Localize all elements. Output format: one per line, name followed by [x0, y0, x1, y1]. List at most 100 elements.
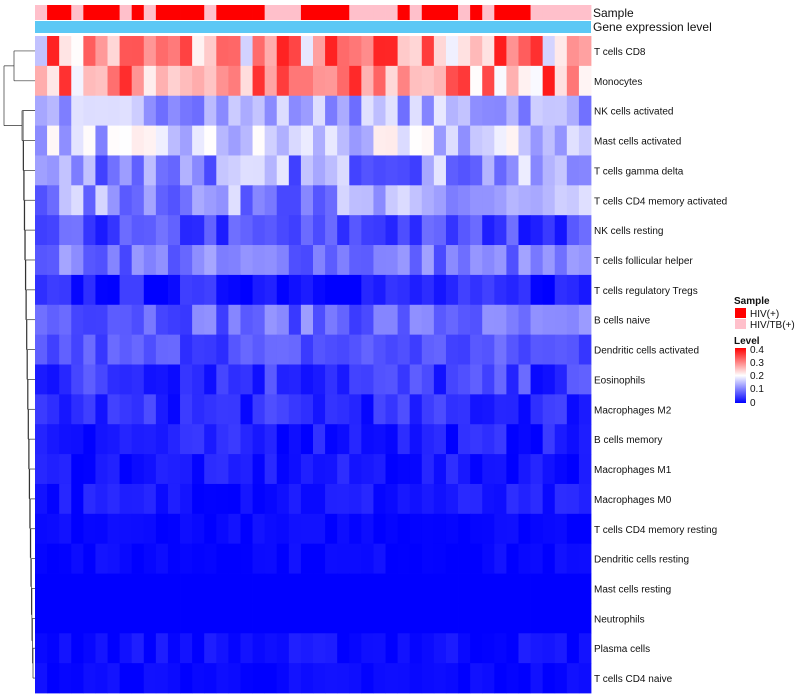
heatmap-cell	[506, 95, 519, 126]
heatmap-cell	[180, 364, 193, 395]
heatmap-cell	[252, 185, 266, 216]
heatmap-cell	[373, 603, 386, 634]
heatmap-cell	[276, 274, 290, 306]
heatmap-cell	[95, 245, 108, 276]
heatmap-cell	[385, 334, 399, 365]
heatmap-cell	[313, 36, 326, 67]
heatmap-cell	[216, 424, 229, 455]
heatmap-cell	[240, 65, 253, 97]
heatmap-cell	[325, 155, 338, 186]
heatmap-cell	[240, 424, 253, 455]
row-label: NK cells resting	[594, 226, 663, 237]
heatmap-cell	[240, 603, 253, 634]
heatmap-cell	[458, 215, 471, 246]
heatmap-cell	[458, 36, 471, 67]
row-label: Mast cells activated	[594, 137, 681, 148]
heatmap-cell	[349, 304, 362, 336]
heatmap-cell	[566, 245, 580, 276]
heatmap-cell	[325, 364, 338, 395]
heatmap-cell	[313, 274, 326, 306]
heatmap-cell	[494, 543, 507, 574]
heatmap-cell	[240, 95, 253, 126]
heatmap-cell	[276, 424, 290, 455]
row-label: T cells gamma delta	[594, 166, 684, 177]
heatmap-cell	[252, 155, 266, 186]
heatmap-cell	[155, 95, 169, 126]
heatmap-cell	[119, 454, 133, 485]
heatmap-cell	[566, 663, 580, 694]
heatmap-cell	[518, 394, 531, 425]
heatmap-cell	[542, 663, 556, 694]
heatmap-cell	[107, 543, 121, 574]
heatmap-cell	[59, 394, 72, 425]
heatmap-cell	[95, 364, 108, 395]
heatmap-cell	[566, 36, 580, 67]
heatmap-cell	[530, 125, 544, 156]
heatmap-cell	[83, 155, 96, 186]
heatmap-cell	[83, 424, 96, 455]
heatmap-cell	[494, 394, 507, 425]
heatmap-cell	[107, 603, 121, 634]
sample-annotation-cell	[167, 5, 181, 20]
heatmap-cell	[542, 245, 556, 276]
heatmap-cell	[300, 513, 314, 545]
heatmap-cell	[264, 543, 278, 574]
heatmap-cell	[155, 483, 169, 515]
heatmap-cell	[470, 633, 483, 664]
heatmap-cell	[192, 513, 205, 545]
heatmap-cells	[35, 36, 592, 694]
heatmap-cell	[216, 364, 229, 395]
legend-level-tick: 0.3	[750, 358, 764, 369]
heatmap-cell	[119, 125, 133, 156]
heatmap-cell	[409, 334, 423, 365]
heatmap-cell	[180, 543, 193, 574]
heatmap-cell	[421, 215, 435, 246]
heatmap-cell	[530, 483, 544, 515]
heatmap-cell	[167, 633, 181, 664]
heatmap-cell	[119, 543, 133, 574]
heatmap-cell	[470, 364, 483, 395]
row-label: Monocytes	[594, 77, 642, 88]
heatmap-cell	[131, 334, 145, 365]
heatmap-cell	[264, 364, 278, 395]
heatmap-cell	[71, 125, 84, 156]
heatmap-cell	[397, 513, 411, 545]
heatmap-cell	[421, 394, 435, 425]
heatmap-cell	[288, 274, 302, 306]
heatmap-cell	[204, 483, 217, 515]
heatmap-cell	[530, 334, 544, 365]
heatmap-cell	[445, 573, 459, 604]
heatmap-cell	[530, 603, 544, 634]
sample-annotation-cell	[337, 5, 350, 20]
heatmap-cell	[325, 274, 338, 306]
heatmap-cell	[349, 663, 362, 694]
heatmap-cell	[518, 155, 531, 186]
heatmap-cell	[313, 155, 326, 186]
heatmap-cell	[228, 454, 241, 485]
heatmap-cell	[59, 603, 72, 634]
heatmap-cell	[83, 394, 96, 425]
heatmap-cell	[276, 334, 290, 365]
heatmap-cell	[494, 95, 507, 126]
sample-annotation-cell	[542, 5, 556, 20]
heatmap-cell	[578, 125, 592, 156]
heatmap-cell	[131, 424, 145, 455]
heatmap-cell	[204, 573, 217, 604]
heatmap-cell	[409, 633, 423, 664]
heatmap-cell	[373, 215, 386, 246]
heatmap-cell	[554, 663, 568, 694]
heatmap-cell	[482, 603, 495, 634]
heatmap-cell	[155, 155, 169, 186]
heatmap-cell	[337, 573, 350, 604]
heatmap-cell	[71, 274, 84, 306]
heatmap-cell	[167, 245, 181, 276]
heatmap-cell	[482, 364, 495, 395]
heatmap-cell	[397, 454, 411, 485]
heatmap-cell	[180, 334, 193, 365]
heatmap-cell	[494, 245, 507, 276]
heatmap-cell	[445, 364, 459, 395]
heatmap-cell	[433, 513, 447, 545]
heatmap-cell	[107, 483, 121, 515]
heatmap-cell	[530, 394, 544, 425]
heatmap-cell	[482, 245, 495, 276]
